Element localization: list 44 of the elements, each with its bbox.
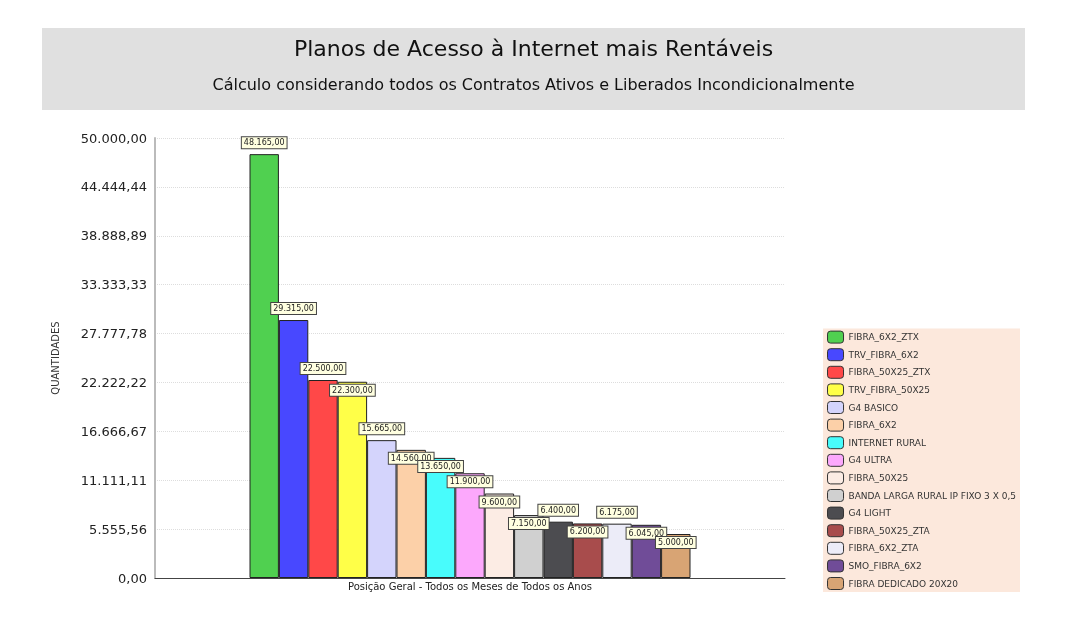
y-tick-label: 5.555,56 <box>89 521 147 537</box>
data-label: 22.500,00 <box>302 364 344 373</box>
legend-label: INTERNET RURAL <box>848 437 927 448</box>
data-label: 7.150,00 <box>510 519 547 529</box>
data-label: 11.900,00 <box>449 477 491 487</box>
y-tick-label: 44.444,44 <box>80 179 147 195</box>
data-label: 6.200,00 <box>569 527 606 537</box>
legend-label: G4 BASICO <box>848 402 899 413</box>
legend-label: G4 ULTRA <box>848 455 893 466</box>
data-label: 6.400,00 <box>540 505 577 515</box>
y-tick-label: 38.888,89 <box>80 228 147 244</box>
data-label: 48.165,00 <box>243 138 285 148</box>
y-axis-title: QUANTIDADES <box>49 321 61 395</box>
y-tick-label: 0,00 <box>118 570 147 586</box>
data-label: 14.560,00 <box>390 453 432 463</box>
chart-title: Planos de Acesso à Internet mais Rentáveis <box>292 36 775 61</box>
data-label: 29.315,00 <box>273 304 314 314</box>
legend-label: FIBRA_50X25 <box>848 472 909 483</box>
y-tick-label: 27.777,78 <box>80 326 147 342</box>
data-label: 15.665,00 <box>361 424 403 434</box>
legend-label: FIBRA_6X2_ZTA <box>848 543 920 554</box>
legend-label: FIBRA_50X25_ZTA <box>848 525 931 536</box>
data-label: 6.045,00 <box>628 528 665 538</box>
chart-subtitle: Cálculo considerando todos os Contratos Ativos e Liberados Incondicionalmente <box>211 75 856 94</box>
data-label: 22.300,00 <box>332 385 373 395</box>
y-tick-label: 22.222,22 <box>80 374 147 390</box>
y-tick-label: 33.333,33 <box>80 277 147 293</box>
legend-label: FIBRA DEDICADO 20X20 <box>848 578 959 589</box>
legend-label: TRV_FIBRA_50X25 <box>847 384 931 395</box>
legend-label: BANDA LARGA RURAL IP FIXO 3 X 0,5 <box>848 490 1017 501</box>
data-label: 9.600,00 <box>481 497 518 507</box>
data-label: 5.000,00 <box>657 538 694 547</box>
legend-label: FIBRA_6X2 <box>848 420 897 431</box>
data-label: 6.175,00 <box>599 507 635 517</box>
legend-label: G4 LIGHT <box>848 508 892 519</box>
x-tick-label: Posição Geral - Todos os Meses de Todos os Anos <box>347 580 593 592</box>
legend-label: SMO_FIBRA_6X2 <box>848 560 922 571</box>
legend-label: FIBRA_6X2_ZTX <box>848 332 920 343</box>
legend-label: FIBRA_50X25_ZTX <box>848 367 931 378</box>
y-tick-label: 16.666,67 <box>80 423 147 439</box>
y-tick-label: 50.000,00 <box>80 130 147 146</box>
legend-label: TRV_FIBRA_6X2 <box>847 349 919 360</box>
y-tick-label: 11.111,11 <box>80 472 147 488</box>
data-label: 13.650,00 <box>420 461 461 471</box>
